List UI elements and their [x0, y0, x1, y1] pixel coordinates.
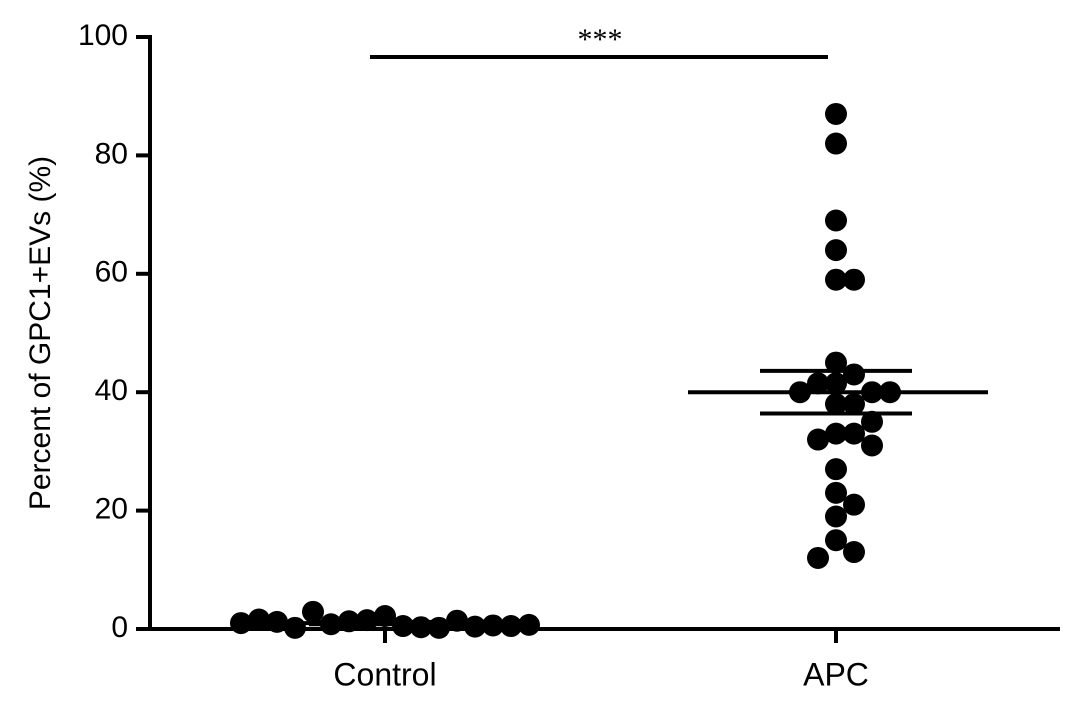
data-point [825, 132, 847, 155]
significance-label: *** [578, 23, 623, 56]
data-point [843, 493, 865, 516]
data-point [825, 102, 847, 125]
data-point [807, 428, 829, 451]
data-point [825, 209, 847, 232]
data-point [807, 546, 829, 569]
data-point [861, 434, 883, 457]
x-tick-label: APC [803, 656, 869, 692]
data-point [843, 393, 865, 416]
data-point [843, 422, 865, 445]
data-point [825, 458, 847, 481]
y-axis-label: Percent of GPC1+EVs (%) [24, 156, 57, 510]
y-tick-label: 40 [95, 374, 128, 407]
x-tick-label: Control [333, 656, 436, 692]
data-point [843, 268, 865, 291]
data-point [825, 529, 847, 552]
data-point [825, 481, 847, 504]
data-point [500, 615, 522, 638]
y-tick-label: 100 [78, 19, 128, 52]
data-point [807, 372, 829, 395]
y-tick-label: 20 [95, 493, 128, 526]
data-point [825, 422, 847, 445]
y-tick-label: 0 [111, 611, 128, 644]
data-point [843, 541, 865, 564]
data-point [861, 410, 883, 433]
data-point [825, 351, 847, 374]
y-tick-label: 80 [95, 137, 128, 170]
data-point [825, 239, 847, 262]
data-point [302, 600, 324, 623]
data-point [825, 268, 847, 291]
data-point [825, 505, 847, 528]
data-point [482, 614, 504, 637]
y-tick-label: 60 [95, 256, 128, 289]
